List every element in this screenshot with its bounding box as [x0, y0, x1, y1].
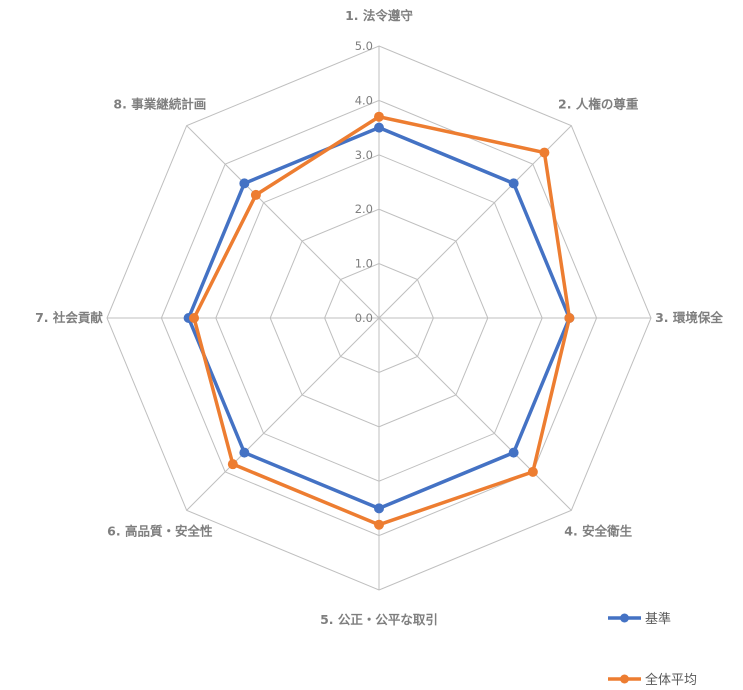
category-label: 1. 法令遵守	[345, 8, 413, 23]
data-point	[508, 178, 519, 189]
legend-item: 全体平均	[608, 672, 697, 688]
tick-label: 4.0	[355, 93, 373, 107]
data-point	[374, 122, 384, 133]
category-labels: 1. 法令遵守 2. 人権の尊重 3. 環境保全 4. 安全衛生 5. 公正・公平な取引…	[35, 8, 723, 627]
grid-spoke	[186, 125, 380, 319]
data-point	[508, 447, 519, 458]
data-point	[239, 178, 250, 189]
tick-label: 1.0	[355, 257, 373, 271]
legend-item: 基準	[608, 611, 671, 627]
tick-label: 3.0	[355, 148, 373, 162]
category-label: 5. 公正・公平な取引	[320, 612, 438, 627]
legend-label: 基準	[645, 611, 671, 627]
category-label: 6. 高品質・安全性	[107, 524, 213, 539]
data-point	[374, 111, 384, 122]
series-group	[189, 111, 575, 530]
category-label: 3. 環境保全	[655, 310, 723, 325]
data-point	[527, 466, 538, 477]
data-point	[189, 313, 200, 323]
data-point	[239, 447, 250, 458]
data-point	[539, 147, 550, 158]
grid-spoke	[378, 125, 572, 319]
grid-spoke	[186, 317, 380, 511]
legend-label: 全体平均	[645, 672, 697, 688]
tick-label: 0.0	[355, 311, 373, 325]
radial-tick-labels: 0.0 1.0 2.0 3.0 4.0 5.0	[355, 39, 373, 325]
data-point	[227, 459, 238, 470]
data-point	[374, 519, 384, 530]
category-label: 2. 人権の尊重	[558, 96, 639, 111]
data-point	[250, 189, 261, 200]
tick-label: 5.0	[355, 39, 373, 53]
data-point	[374, 503, 384, 514]
category-label: 7. 社会貢献	[35, 310, 103, 325]
legend-marker	[620, 674, 629, 684]
grid-spoke	[378, 317, 572, 511]
data-point	[564, 313, 575, 323]
category-label: 8. 事業継続計画	[113, 96, 206, 111]
tick-label: 2.0	[355, 202, 373, 216]
series-lines	[183, 111, 575, 530]
category-label: 4. 安全衛生	[564, 524, 632, 539]
legend-marker	[620, 613, 629, 623]
